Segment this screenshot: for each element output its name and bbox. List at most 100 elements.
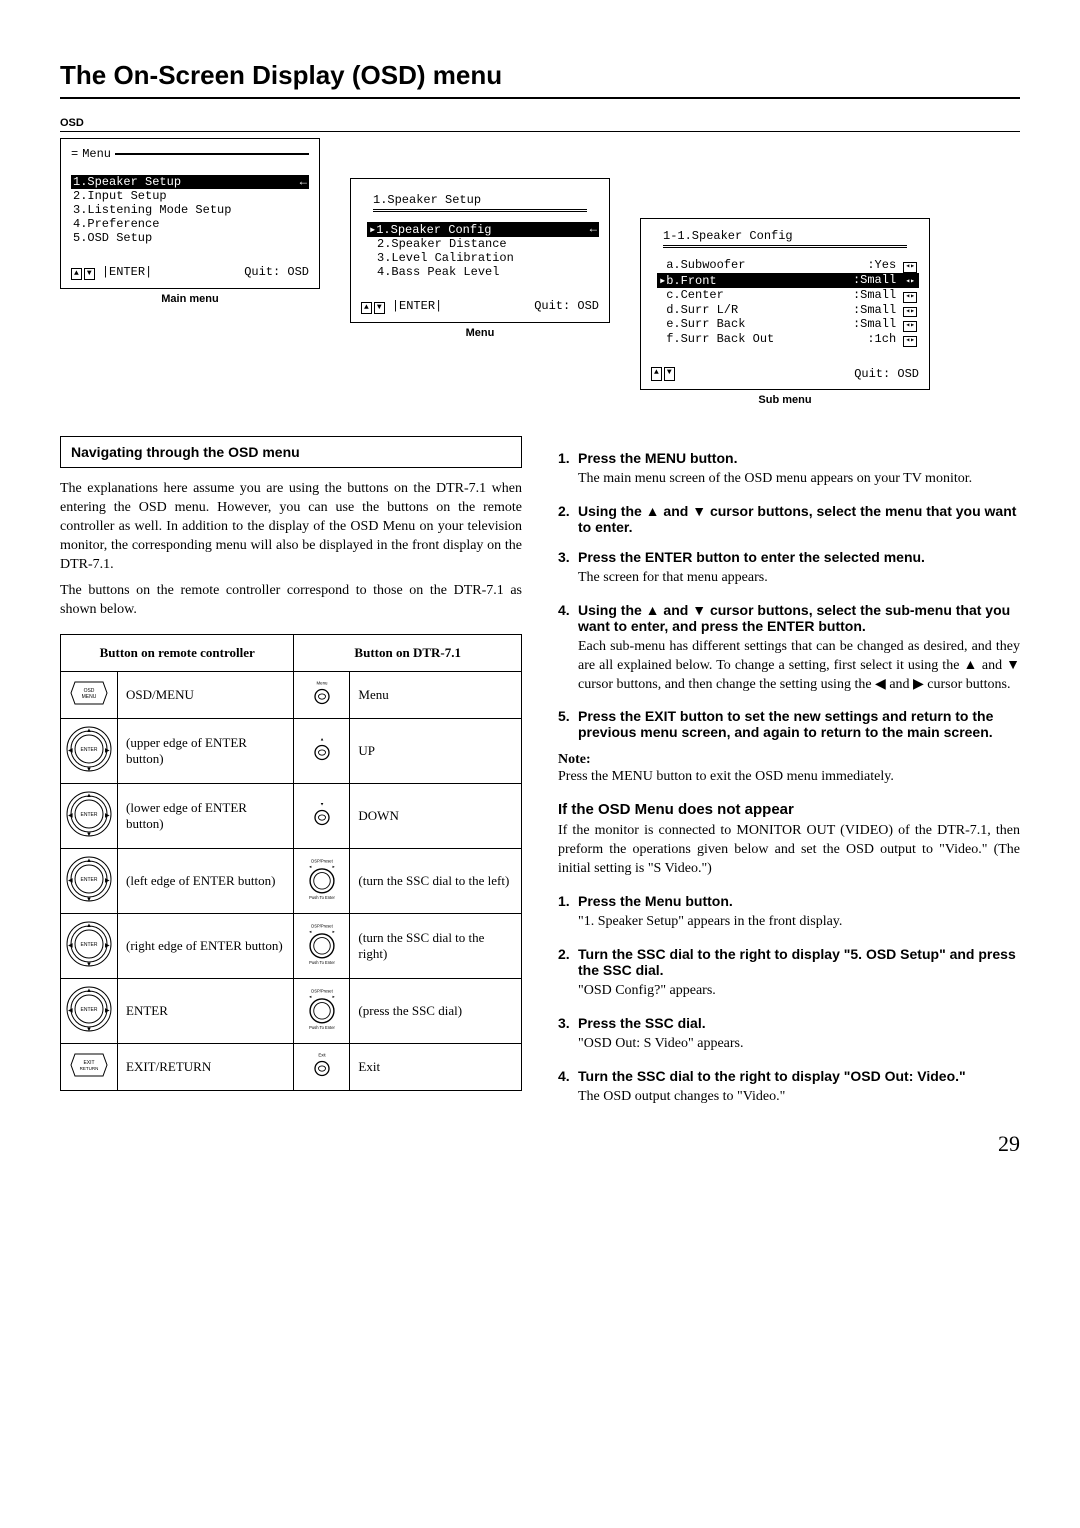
svg-text:◀: ◀ (68, 943, 73, 949)
body-text: The explanations here assume you are usi… (60, 480, 522, 574)
svg-text:Menu: Menu (316, 680, 327, 685)
svg-text:◂: ◂ (309, 994, 312, 999)
step-heading: 4.Turn the SSC dial to the right to disp… (558, 1068, 1020, 1084)
rc-label: EXIT/RETURN (118, 1044, 294, 1091)
svg-text:ENTER: ENTER (81, 747, 98, 753)
foot-enter: ENTER (399, 299, 435, 313)
enter-button-icon: ENTER ▲ ▼ ◀ ▶ (65, 790, 113, 838)
small-button-icon: Menu (310, 679, 334, 707)
dtr-label: (turn the SSC dial to the right) (350, 914, 522, 979)
svg-text:ENTER: ENTER (81, 877, 98, 883)
svg-text:▶: ▶ (105, 943, 110, 949)
svg-text:▲: ▲ (86, 923, 92, 929)
step-heading: 4.Using the ▲ and ▼ cursor buttons, sele… (558, 602, 1020, 634)
svg-text:ENTER: ENTER (81, 942, 98, 948)
svg-text:◂: ◂ (309, 864, 312, 869)
svg-text:▼: ▼ (86, 832, 92, 838)
body-text: If the monitor is connected to MONITOR O… (558, 822, 1020, 879)
step-heading: 3.Press the SSC dial. (558, 1015, 1020, 1031)
section-heading: Navigating through the OSD menu (60, 436, 522, 468)
menu-item: 3.Level Calibration (375, 251, 599, 265)
ssc-dial-icon: DSP/Preset ◂ ▸ Push To Enter (302, 987, 342, 1031)
enter-button-icon: ENTER ▲ ▼ ◀ ▶ (65, 985, 113, 1033)
rc-label: (left edge of ENTER button) (118, 849, 294, 914)
menu-item: 4.Bass Peak Level (375, 265, 599, 279)
submenu-row: e.Surr Back :Small ◂▸ (657, 317, 919, 332)
page-title: The On-Screen Display (OSD) menu (60, 60, 1020, 99)
svg-text:DSP/Preset: DSP/Preset (311, 989, 333, 994)
mm-item: 2.Input Setup (71, 189, 309, 203)
ssc-dial-icon: DSP/Preset ◂▸ Push To Enter (302, 857, 342, 901)
table-row: ENTER ▲ ▼ ◀ ▶ ENTER DSP/Preset ◂ ▸ Push T… (61, 979, 522, 1044)
dtr-label: UP (350, 719, 522, 784)
svg-text:▲: ▲ (320, 736, 324, 741)
svg-text:▲: ▲ (86, 728, 92, 734)
submenu-title: 1-1.Speaker Config (663, 229, 919, 243)
table-row: ENTER ▲ ▼ ◀ ▶ (right edge of ENTER butto… (61, 914, 522, 979)
small-button-icon: ▲ (310, 735, 334, 763)
step-heading: 1.Press the Menu button. (558, 893, 1020, 909)
svg-text:MENU: MENU (82, 694, 97, 700)
dtr-label: (press the SSC dial) (350, 979, 522, 1044)
step-heading: 5.Press the EXIT button to set the new s… (558, 708, 1020, 740)
foot-quit: Quit: OSD (854, 367, 919, 381)
enter-button-icon: ENTER ▲ ▼ ◀ ▶ (65, 855, 113, 903)
svg-text:DSP/Preset: DSP/Preset (311, 924, 333, 929)
svg-text:▼: ▼ (86, 767, 92, 773)
rc-label: OSD/MENU (118, 672, 294, 719)
svg-text:RETURN: RETURN (80, 1066, 99, 1071)
svg-text:▼: ▼ (86, 1027, 92, 1033)
step-heading: 2.Using the ▲ and ▼ cursor buttons, sele… (558, 503, 1020, 535)
osd-label: OSD (60, 117, 1020, 132)
svg-text:◀: ◀ (68, 878, 73, 884)
th-remote: Button on remote controller (61, 635, 294, 672)
svg-text:Exit: Exit (318, 1052, 326, 1057)
step-heading: 3.Press the ENTER button to enter the se… (558, 549, 1020, 565)
submenu-row: f.Surr Back Out :1ch ◂▸ (657, 332, 919, 347)
submenu-row: d.Surr L/R :Small ◂▸ (657, 303, 919, 318)
foot-quit: Quit: OSD (244, 265, 309, 280)
menu-item: 1.Speaker Config (376, 223, 491, 237)
step-body: The screen for that menu appears. (578, 569, 1020, 588)
enter-button-icon: ENTER ▲ ▼ ◀ ▶ (65, 725, 113, 773)
svg-text:▶: ▶ (105, 748, 110, 754)
mm-item: 5.OSD Setup (71, 231, 309, 245)
svg-text:Push To Enter: Push To Enter (309, 1025, 335, 1030)
step-heading: 1.Press the MENU button. (558, 450, 1020, 466)
mm-item: 4.Preference (71, 217, 309, 231)
note-heading: Note: (558, 752, 1020, 768)
svg-text:▲: ▲ (86, 988, 92, 994)
page-number: 29 (60, 1131, 1020, 1157)
foot-enter: ENTER (109, 265, 145, 279)
svg-text:▶: ▶ (105, 813, 110, 819)
submenu-row: c.Center :Small ◂▸ (657, 288, 919, 303)
submenu-row: ▸b.Front :Small ◂▸ (657, 273, 919, 288)
exit-return-icon: EXIT RETURN (69, 1050, 109, 1080)
dtr-label: (turn the SSC dial to the left) (350, 849, 522, 914)
step-body: The main menu screen of the OSD menu app… (578, 470, 1020, 489)
table-row: EXIT RETURN EXIT/RETURN Exit Exit (61, 1044, 522, 1091)
menu-caption: Menu (466, 327, 495, 339)
step-body: Each sub-menu has different settings tha… (578, 638, 1020, 695)
mm-item: 1.Speaker Setup (73, 175, 181, 189)
menu-box: 1.Speaker Setup ▸1.Speaker Config← 2.Spe… (350, 178, 610, 323)
svg-text:▼: ▼ (86, 897, 92, 903)
svg-text:Push To Enter: Push To Enter (309, 960, 335, 965)
svg-text:◂: ◂ (309, 929, 312, 934)
table-row: ENTER ▲ ▼ ◀ ▶ (upper edge of ENTER butto… (61, 719, 522, 784)
svg-text:▲: ▲ (86, 858, 92, 864)
svg-text:▼: ▼ (320, 801, 324, 806)
menu-title: 1.Speaker Setup (373, 193, 599, 207)
rc-label: (lower edge of ENTER button) (118, 784, 294, 849)
small-button-icon: Exit (310, 1051, 334, 1079)
submenu-row: a.Subwoofer :Yes ◂▸ (657, 258, 919, 273)
svg-text:ENTER: ENTER (81, 1007, 98, 1013)
svg-text:▶: ▶ (105, 878, 110, 884)
svg-text:▸: ▸ (332, 994, 335, 999)
sub-heading: If the OSD Menu does not appear (558, 801, 1020, 818)
table-row: ENTER ▲ ▼ ◀ ▶ (left edge of ENTER button… (61, 849, 522, 914)
note-body: Press the MENU button to exit the OSD me… (558, 768, 1020, 787)
button-table: Button on remote controller Button on DT… (60, 634, 522, 1091)
dtr-label: DOWN (350, 784, 522, 849)
ssc-dial-icon: DSP/Preset ◂▸ Push To Enter (302, 922, 342, 966)
